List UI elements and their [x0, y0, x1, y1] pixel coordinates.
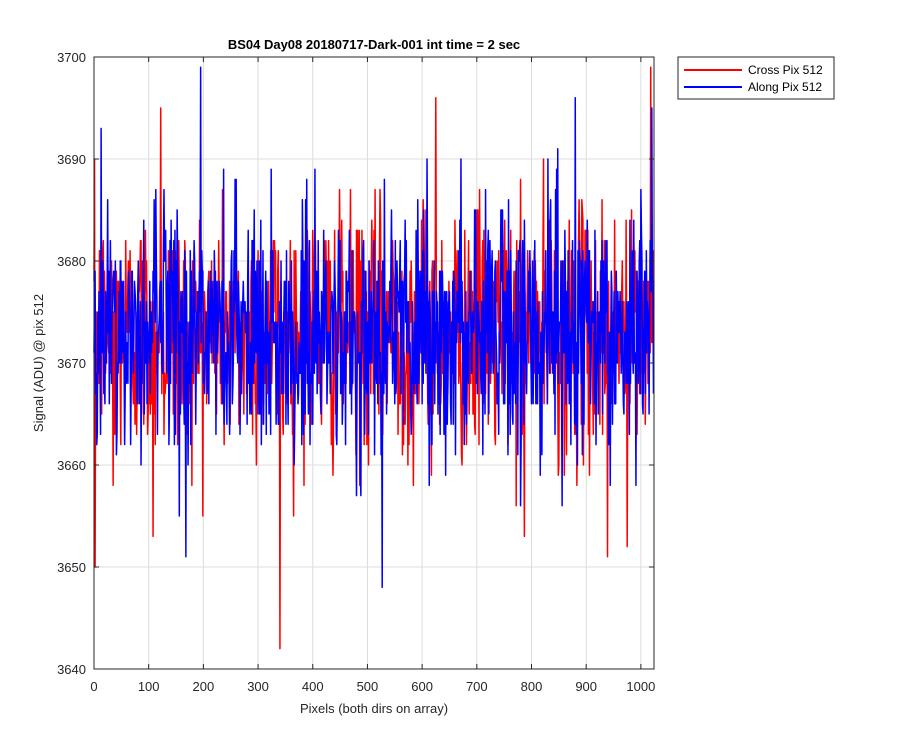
y-tick-label: 3640 [57, 662, 86, 677]
y-tick-label: 3650 [57, 560, 86, 575]
legend-box [677, 56, 835, 100]
x-tick-label: 1000 [626, 679, 655, 694]
x-tick-label: 900 [575, 679, 597, 694]
legend-entry-cross: Cross Pix 512 [748, 63, 823, 77]
y-tick-label: 3690 [57, 152, 86, 167]
legend: Cross Pix 512 Along Pix 512 [677, 56, 835, 100]
x-tick-label: 700 [466, 679, 488, 694]
x-tick-label: 600 [411, 679, 433, 694]
axis-ticks: 0 100 200 300 400 500 600 700 800 900 1000 3640 3650… [57, 50, 655, 694]
x-tick-label: 400 [302, 679, 324, 694]
chart-title: BS04 Day08 20180717-Dark-001 int time = … [228, 37, 520, 52]
x-tick-label: 200 [193, 679, 215, 694]
x-tick-label: 100 [138, 679, 160, 694]
series-line-along-pix-512 [93, 66, 655, 589]
x-tick-label: 500 [357, 679, 379, 694]
series-layer [93, 66, 655, 650]
x-tick-label: 0 [90, 679, 97, 694]
x-tick-label: 300 [247, 679, 269, 694]
y-axis-label: Signal (ADU) @ pix 512 [31, 294, 46, 432]
y-tick-label: 3700 [57, 50, 86, 65]
legend-entry-along: Along Pix 512 [748, 80, 822, 94]
x-tick-label: 800 [521, 679, 543, 694]
y-tick-label: 3660 [57, 458, 86, 473]
y-tick-label: 3670 [57, 356, 86, 371]
y-tick-label: 3680 [57, 254, 86, 269]
x-axis-label: Pixels (both dirs on array) [300, 701, 448, 716]
